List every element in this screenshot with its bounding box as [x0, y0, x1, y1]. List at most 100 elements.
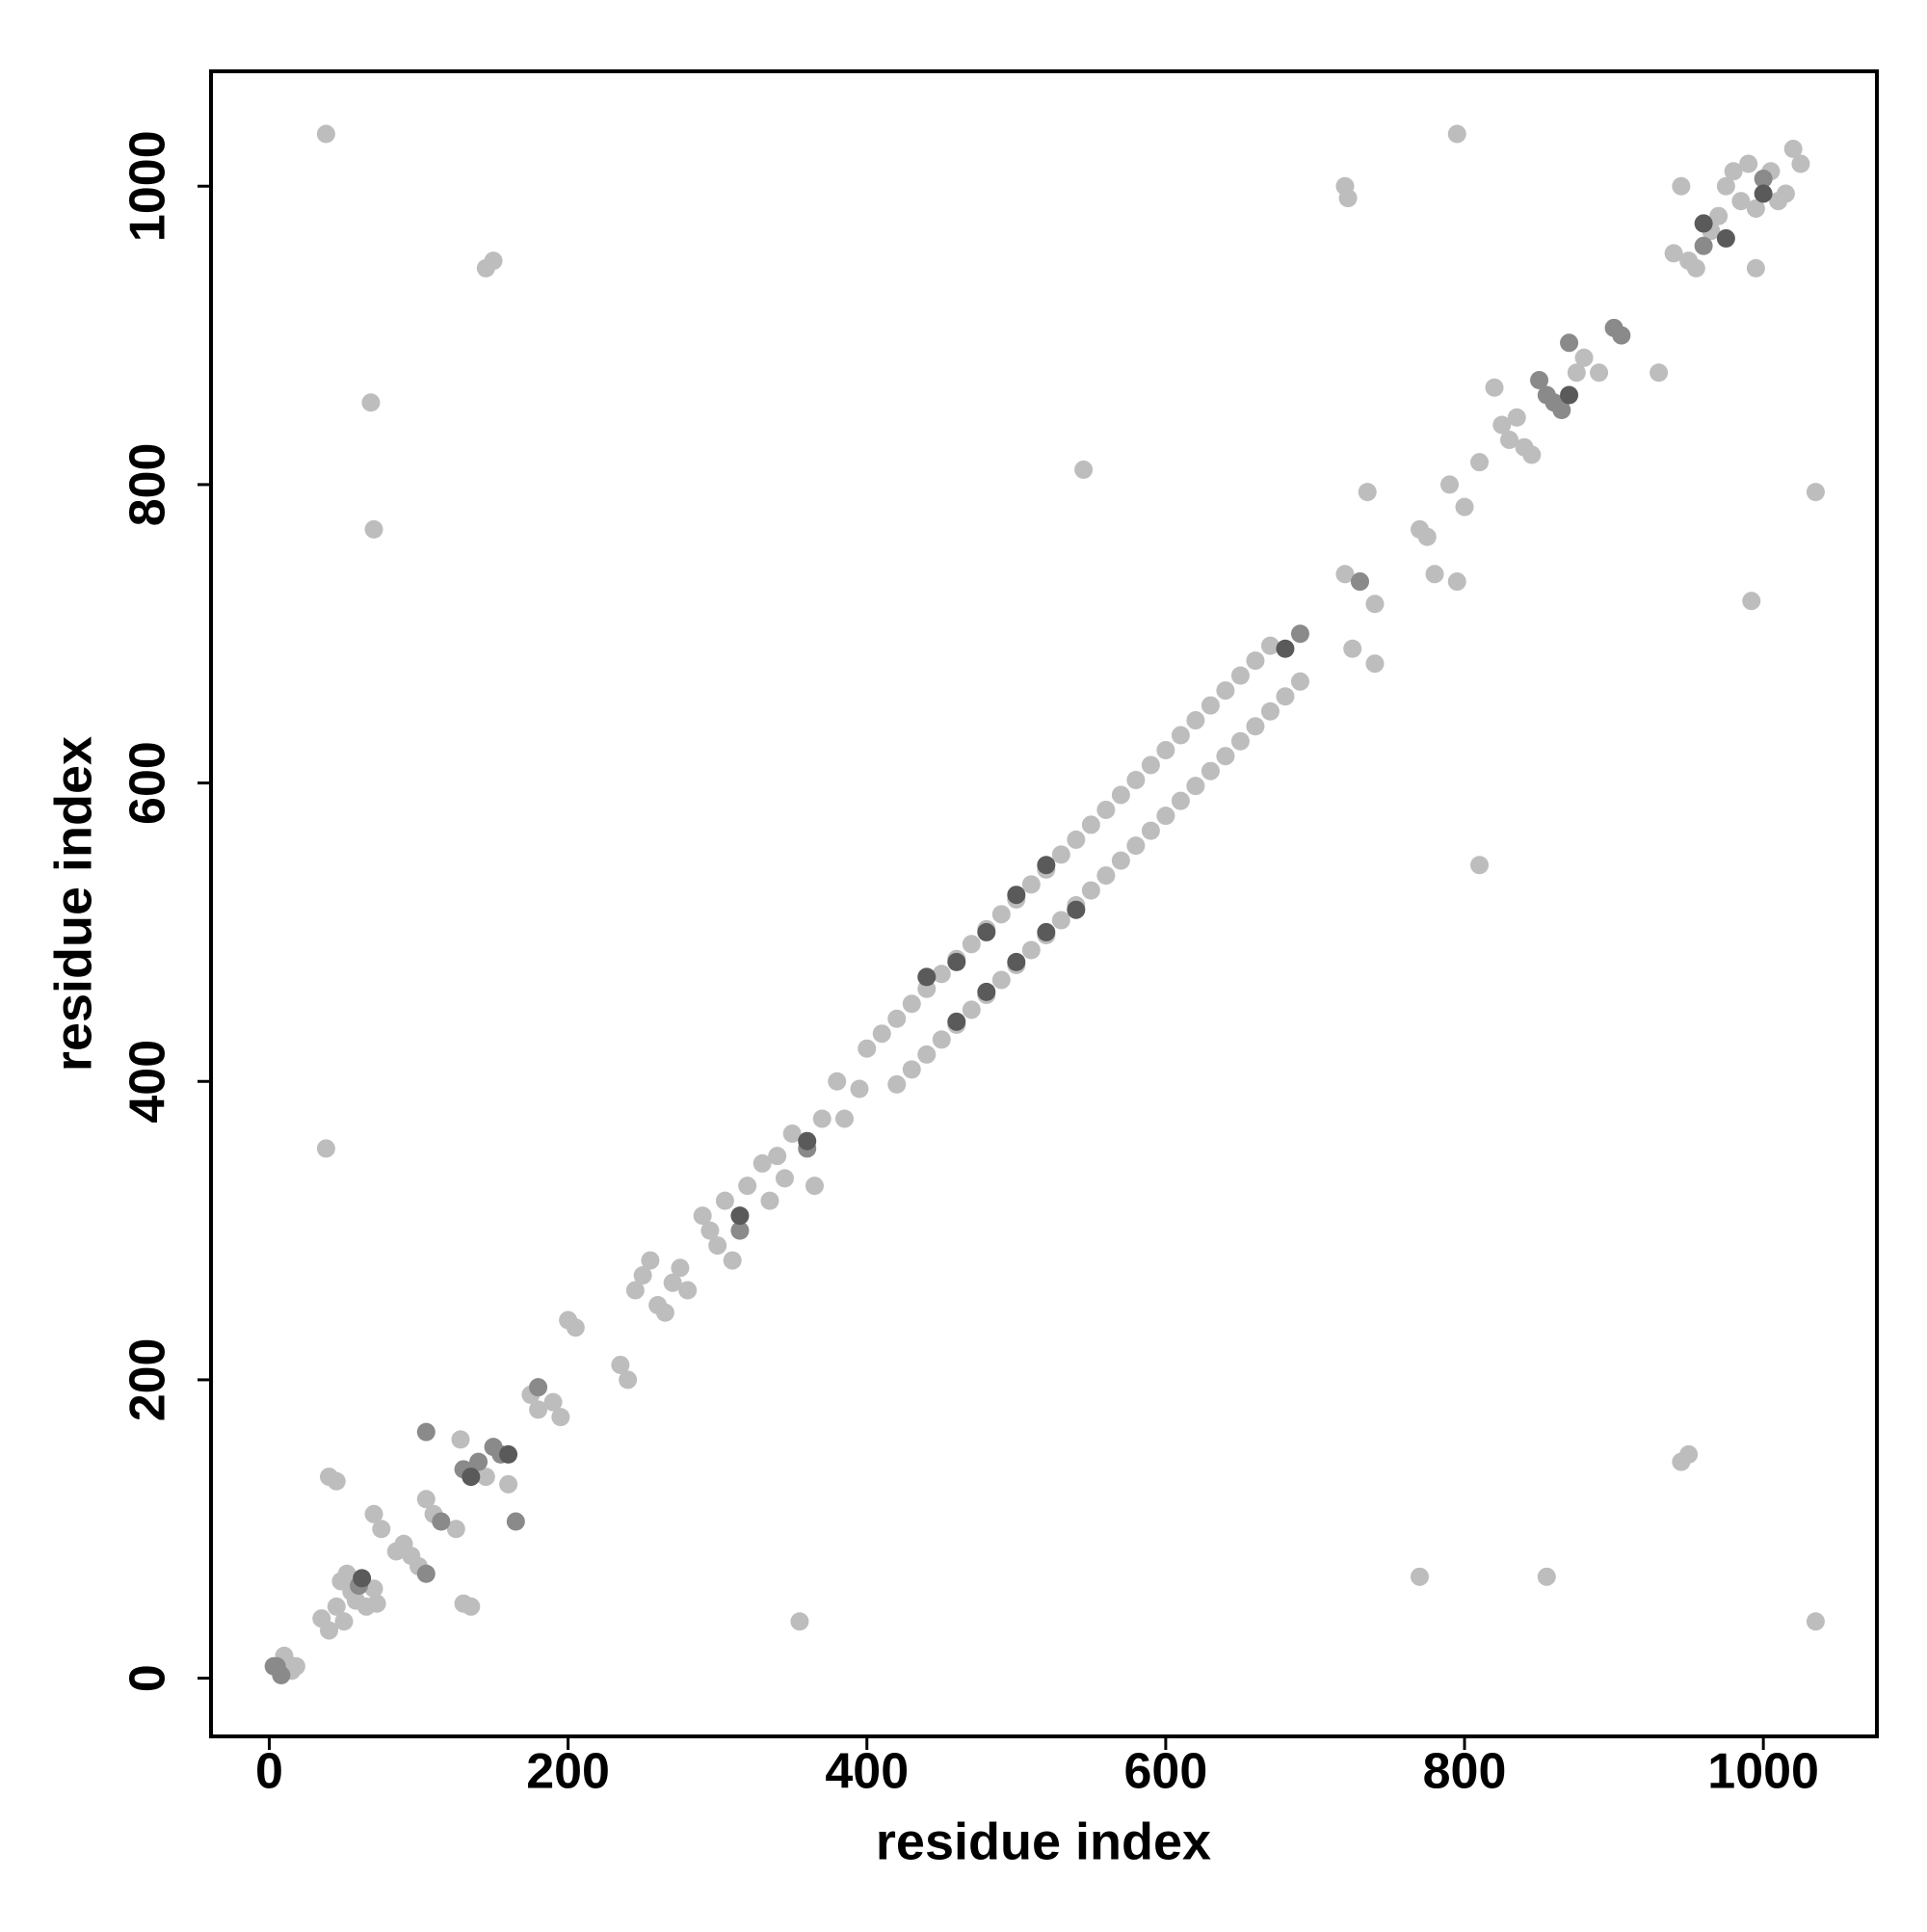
x-axis-title: residue index [876, 1813, 1211, 1870]
contact-point [1742, 592, 1761, 611]
contact-point [364, 519, 383, 539]
contact-point [947, 952, 966, 971]
contact-point [932, 1030, 951, 1049]
contact-point [1260, 636, 1280, 655]
contact-point [1664, 244, 1683, 263]
contact-point [655, 1303, 674, 1322]
y-tick-label: 600 [120, 741, 176, 825]
contact-point [991, 905, 1011, 924]
contact-point [1672, 176, 1691, 196]
contact-point [529, 1400, 548, 1419]
contact-point [566, 1318, 585, 1337]
x-tick-label: 400 [825, 1744, 909, 1800]
x-tick-label: 0 [255, 1744, 283, 1800]
contact-point [760, 1191, 779, 1210]
contact-point [700, 1221, 720, 1240]
contact-point [1806, 483, 1825, 502]
contact-point [723, 1251, 742, 1270]
contact-point [730, 1221, 750, 1240]
contact-point [432, 1512, 451, 1531]
contact-point [286, 1656, 305, 1676]
contact-point [872, 1024, 891, 1044]
contact-point [1507, 408, 1526, 427]
contact-point [1290, 672, 1309, 691]
contact-point [327, 1471, 346, 1491]
contact-point [1186, 711, 1205, 730]
contact-point [902, 994, 921, 1014]
contact-point [327, 1597, 346, 1616]
contact-point [543, 1392, 563, 1412]
contact-point [316, 124, 335, 144]
contact-point [1612, 326, 1631, 345]
contact-point [715, 1191, 734, 1210]
contact-point [1021, 875, 1041, 894]
contact-point [663, 1273, 682, 1292]
contact-point [1343, 639, 1362, 658]
contact-point [1067, 900, 1086, 919]
contact-point [1156, 807, 1175, 826]
contact-point [828, 1072, 847, 1091]
contact-point [1447, 572, 1466, 592]
contact-point [1230, 731, 1250, 751]
contact-point [812, 1109, 832, 1128]
contact-point [962, 935, 981, 954]
contact-point [1216, 681, 1235, 701]
x-tick-label: 800 [1423, 1744, 1507, 1800]
contact-point [1126, 836, 1146, 856]
contact-point [446, 1520, 465, 1539]
contact-point [1754, 169, 1773, 188]
contact-point [361, 393, 381, 412]
contact-point [917, 967, 937, 987]
contact-point [752, 1153, 772, 1173]
points [264, 124, 1825, 1685]
contact-point [619, 1370, 638, 1389]
contact-point [887, 1009, 907, 1028]
contact-point [917, 1045, 937, 1064]
contact-point [1417, 527, 1437, 546]
contact-point [962, 1000, 981, 1019]
contact-point [416, 1422, 436, 1442]
contact-point [1074, 460, 1094, 479]
contact-point [834, 1109, 854, 1128]
contact-point [1425, 565, 1444, 584]
contact-point [902, 1060, 921, 1079]
contact-point [730, 1206, 750, 1226]
contact-point [887, 1074, 907, 1094]
contact-point [790, 1612, 809, 1631]
contact-point [1530, 371, 1549, 390]
contact-point [1230, 666, 1250, 685]
contact-point [1201, 696, 1220, 715]
contact-point [1806, 1612, 1825, 1631]
contact-point [1447, 124, 1466, 144]
y-tick-label: 0 [120, 1664, 176, 1692]
contact-point [1731, 192, 1751, 211]
contact-point [932, 965, 951, 984]
contact-point [1746, 198, 1765, 218]
contact-point [1746, 258, 1765, 278]
y-axis-title: residue index [44, 736, 102, 1072]
contact-point [611, 1355, 630, 1374]
contact-point [671, 1258, 690, 1278]
contact-point [625, 1281, 645, 1300]
y-tick-label: 200 [120, 1338, 176, 1422]
contact-point [1410, 1567, 1429, 1586]
contact-point [738, 1177, 757, 1196]
contact-point [1290, 624, 1309, 644]
contact-point [337, 1564, 356, 1583]
contact-point [1007, 886, 1026, 905]
x-tick-label: 200 [526, 1744, 610, 1800]
contact-point [775, 1169, 794, 1188]
contact-point [1567, 363, 1586, 383]
contact-point [1492, 415, 1512, 435]
contact-point [451, 1430, 470, 1449]
contact-point [1716, 176, 1735, 196]
contact-point [805, 1177, 824, 1196]
contact-point [1260, 701, 1280, 721]
x-tick-label: 600 [1123, 1744, 1207, 1800]
contact-point [977, 922, 996, 941]
contact-point [462, 1597, 481, 1616]
contact-point [1686, 258, 1705, 278]
contact-point [1051, 911, 1070, 930]
contact-point [1358, 483, 1377, 502]
contact-point [1067, 830, 1086, 849]
